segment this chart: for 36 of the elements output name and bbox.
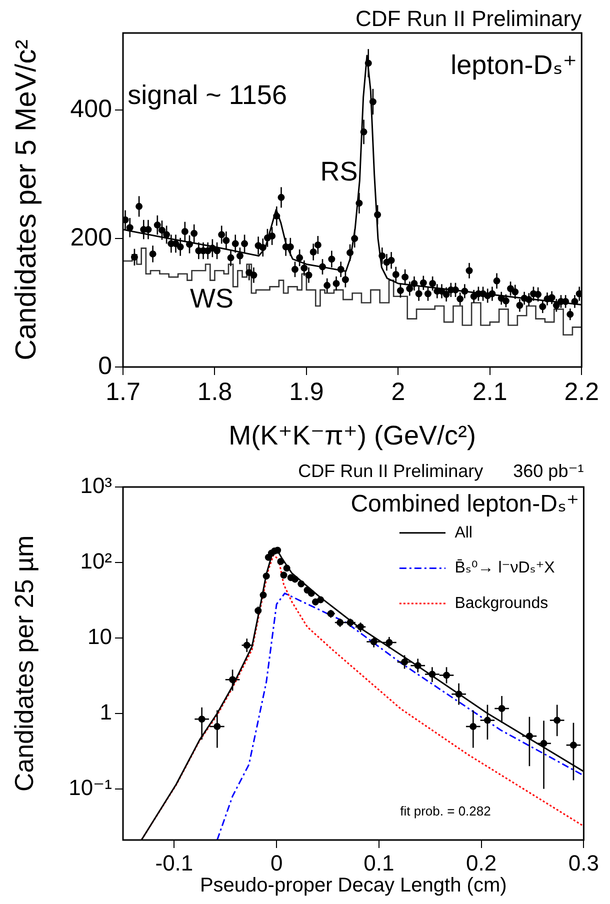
x-tick-label: 2 <box>391 378 406 406</box>
series-label: RS <box>320 156 358 187</box>
legend-label: All <box>454 524 472 542</box>
x-tick-label: 0.2 <box>466 850 497 876</box>
y-tick-label: 1 <box>100 699 112 724</box>
annotation: signal ~ 1156 <box>128 80 287 110</box>
y-tick-label: 200 <box>70 223 112 252</box>
y-tick-label: 10⁻¹ <box>68 774 112 800</box>
y-tick-label: 10 <box>88 624 112 649</box>
legend-label: Backgrounds <box>454 594 548 612</box>
chart-title: CDF Run II Preliminary <box>298 460 484 481</box>
x-tick-label: 0.3 <box>568 850 600 876</box>
x-tick-label: 0 <box>270 850 283 876</box>
annotation: lepton-Dₛ⁺ <box>450 50 578 80</box>
x-tick-label: 0.1 <box>364 850 394 876</box>
chart-subtitle: 360 pb⁻¹ <box>513 460 584 481</box>
line-series <box>216 592 584 840</box>
x-tick-label: 2.1 <box>472 378 508 406</box>
x-tick-label: -0.1 <box>155 850 194 876</box>
y-axis-title: Candidates per 25 µm <box>8 535 39 792</box>
y-tick-label: 10² <box>80 548 112 574</box>
legend-label: B̄ₛ⁰→ l⁻νDₛ⁺X <box>454 559 556 577</box>
annotation: Combined lepton-Dₛ⁺ <box>350 490 580 518</box>
x-axis-title: M(K⁺K⁻π⁺) (GeV/c²) <box>228 420 476 450</box>
x-tick-label: 1.7 <box>106 378 140 406</box>
x-tick-label: 2.2 <box>564 378 600 406</box>
annotation: fit prob. = 0.282 <box>400 803 491 818</box>
chart-title: CDF Run II Preliminary <box>355 6 582 32</box>
y-tick-label: 10³ <box>80 473 112 498</box>
series-label: WS <box>190 284 234 314</box>
y-tick-label: 400 <box>70 94 112 123</box>
y-axis-title: Candidates per 5 MeV/c² <box>10 39 42 360</box>
x-axis-title: Pseudo-proper Decay Length (cm) <box>200 874 507 897</box>
x-tick-label: 1.9 <box>289 378 324 406</box>
y-tick-label: 0 <box>98 352 112 380</box>
x-tick-label: 1.8 <box>197 378 232 406</box>
